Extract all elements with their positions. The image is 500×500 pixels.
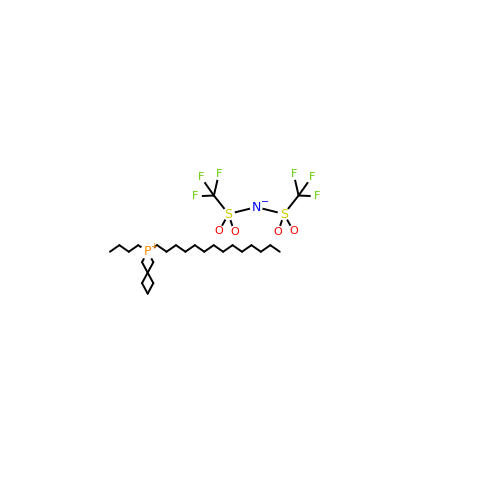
Circle shape — [250, 202, 262, 213]
Text: O: O — [230, 227, 238, 237]
Text: O: O — [214, 226, 224, 236]
Text: F: F — [216, 168, 222, 178]
Circle shape — [223, 208, 234, 220]
Circle shape — [312, 190, 323, 202]
Text: P: P — [144, 245, 152, 258]
Circle shape — [228, 226, 240, 238]
Circle shape — [195, 172, 206, 183]
Text: F: F — [314, 192, 320, 202]
Circle shape — [306, 172, 318, 183]
Circle shape — [272, 226, 284, 238]
Text: F: F — [308, 172, 315, 182]
Circle shape — [213, 226, 224, 237]
Text: S: S — [280, 208, 288, 220]
Text: F: F — [290, 168, 297, 178]
Circle shape — [213, 168, 224, 179]
Circle shape — [288, 226, 300, 237]
Text: S: S — [224, 208, 232, 220]
Circle shape — [141, 245, 154, 258]
Circle shape — [278, 208, 289, 220]
Text: +: + — [150, 242, 157, 251]
Text: F: F — [192, 192, 198, 202]
Text: O: O — [274, 227, 282, 237]
Text: F: F — [198, 172, 204, 182]
Text: −: − — [260, 198, 269, 207]
Text: O: O — [289, 226, 298, 236]
Text: N: N — [252, 200, 261, 213]
Circle shape — [288, 168, 300, 179]
Circle shape — [190, 190, 201, 202]
